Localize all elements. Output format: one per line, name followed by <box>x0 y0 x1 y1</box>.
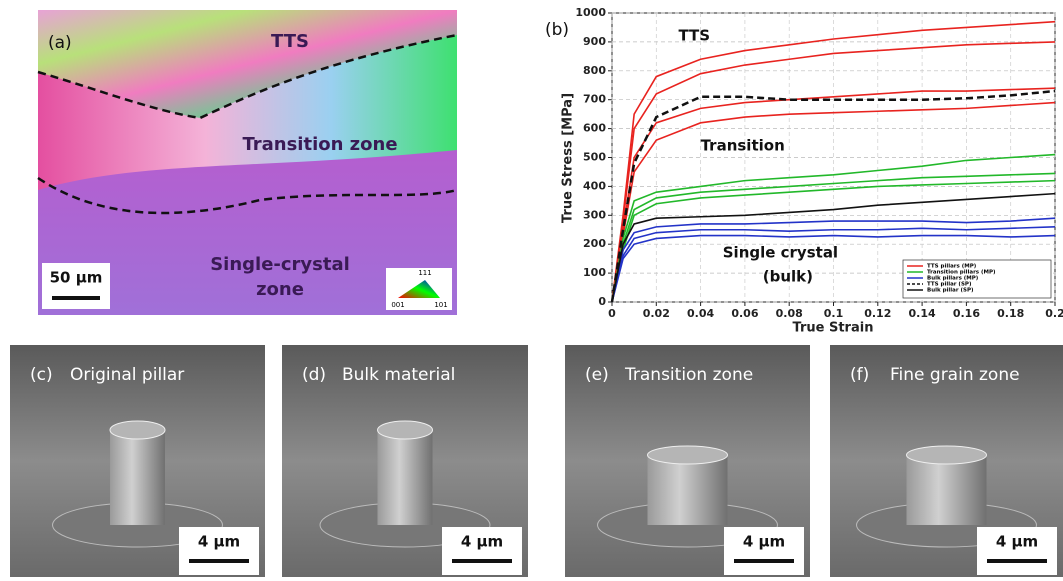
curve <box>611 20 1056 303</box>
panel-label: (b) <box>545 20 569 40</box>
curve <box>611 226 1056 303</box>
y-tick-label: 200 <box>583 237 606 250</box>
ipf-label: 001 <box>391 301 404 309</box>
legend-label: TTS pillars (MP) <box>927 264 977 270</box>
curve <box>611 41 1056 303</box>
pillar <box>377 430 433 525</box>
x-axis-label: True Strain <box>793 321 874 336</box>
scale-bar-label: 4 µm <box>996 533 1038 551</box>
pillar-top <box>377 420 433 440</box>
boundary <box>37 33 458 120</box>
panel-label: (d) <box>302 365 326 385</box>
x-tick-label: 0.1 <box>824 307 844 320</box>
boundary <box>37 176 458 215</box>
scale-box <box>977 527 1057 575</box>
x-tick-label: 0.14 <box>909 307 936 320</box>
legend-box <box>902 259 1052 299</box>
panel-caption: Fine grain zone <box>890 365 1020 385</box>
scale-box <box>442 527 522 575</box>
x-tick-label: 0.2 <box>1045 307 1063 320</box>
ipf-label: 111 <box>418 269 431 277</box>
curve <box>611 234 1056 303</box>
pillar <box>110 430 165 525</box>
curve <box>611 101 1056 303</box>
curve <box>611 217 1056 303</box>
panel-label: (a) <box>48 33 72 53</box>
legend-label: Transition pillars (MP) <box>927 270 996 276</box>
scale-box <box>724 527 804 575</box>
x-tick-label: 0.04 <box>687 307 714 320</box>
curve <box>611 87 1056 303</box>
scale-box <box>42 263 110 309</box>
panel-caption: Transition zone <box>624 365 753 385</box>
scale-bar-label: 50 µm <box>50 269 103 287</box>
x-tick-label: 0.18 <box>997 307 1024 320</box>
image-panels: (c) Original pillar 4 µm (d) Bulk material 4 … <box>10 345 1063 577</box>
pillar-top <box>109 420 166 440</box>
legend-label: Bulk pillars (MP) <box>927 276 979 282</box>
panel-caption: Original pillar <box>70 365 184 385</box>
curve <box>611 179 1056 303</box>
y-tick-label: 300 <box>583 208 606 221</box>
y-tick-label: 400 <box>583 179 606 192</box>
y-tick-label: 900 <box>583 35 606 48</box>
annotation: (bulk) <box>763 267 813 285</box>
pillar-top <box>647 445 728 465</box>
x-tick-label: 0.06 <box>731 307 758 320</box>
zone-label: TTS <box>271 31 309 52</box>
pillar <box>647 455 728 525</box>
y-tick-label: 100 <box>583 266 606 279</box>
zone-label: Transition zone <box>242 134 397 155</box>
panel-caption: Bulk material <box>342 365 455 385</box>
legend-label: Bulk pillar (SP) <box>927 288 974 294</box>
ipf-triangle <box>398 280 440 298</box>
y-tick-label: 1000 <box>575 6 606 19</box>
scale-bar-label: 4 µm <box>198 533 240 551</box>
y-tick-label: 800 <box>583 64 606 77</box>
x-tick-label: 0.16 <box>953 307 980 320</box>
pillar-top <box>906 445 987 465</box>
y-axis-label: True Stress [MPa] <box>561 93 576 223</box>
y-tick-label: 700 <box>583 93 606 106</box>
zone-label: Single-crystal <box>210 254 350 275</box>
curve <box>611 192 1056 303</box>
ipf-label: 101 <box>434 301 447 309</box>
panel-label: (f) <box>850 365 869 385</box>
annotation: Transition <box>701 136 785 154</box>
curve <box>611 172 1056 303</box>
y-tick-label: 600 <box>583 122 606 135</box>
x-tick-label: 0.12 <box>864 307 891 320</box>
scale-bar-label: 4 µm <box>743 533 785 551</box>
curve <box>610 89 1056 303</box>
annotation: Single crystal <box>723 243 838 261</box>
y-tick-label: 0 <box>598 295 606 308</box>
zone-label: zone <box>256 279 304 300</box>
x-tick-label: 0.08 <box>776 307 803 320</box>
x-tick-label: 0 <box>608 307 616 320</box>
curve <box>611 153 1056 303</box>
tts-region <box>38 10 457 118</box>
panel-label: (c) <box>30 365 53 385</box>
scale-box <box>179 527 259 575</box>
y-tick-label: 500 <box>583 151 606 164</box>
panel-label: (e) <box>585 365 609 385</box>
annotation: TTS <box>678 27 710 45</box>
pillar <box>906 455 987 525</box>
legend-label: TTS pillar (SP) <box>927 282 972 288</box>
x-tick-label: 0.02 <box>643 307 670 320</box>
scale-bar-label: 4 µm <box>461 533 503 551</box>
panel-a: (a) TTS Transition zone Single-crystal z… <box>37 10 458 315</box>
